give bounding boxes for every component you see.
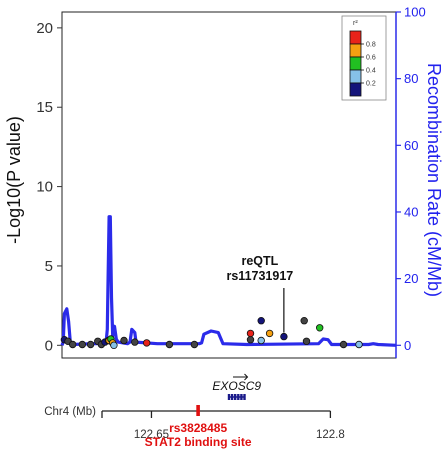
- gene-exon: [240, 394, 243, 400]
- marker-snp-label: rs3828485: [169, 421, 227, 435]
- chromosome-axis: Chr4 (Mb) 122.65 122.8: [44, 406, 345, 441]
- gene-exon: [243, 394, 246, 400]
- legend-box: [341, 15, 387, 101]
- right-tick-label: 0: [404, 338, 411, 353]
- snp-point: [355, 340, 363, 349]
- chromosome-label: Chr4 (Mb): [44, 406, 96, 418]
- left-tick-label: 15: [36, 99, 53, 116]
- legend-tick-label: 0.2: [366, 81, 376, 88]
- reqtl-snp-label: rs11731917: [226, 269, 293, 283]
- gene-name: EXOSC9: [212, 379, 261, 393]
- snp-point: [316, 324, 324, 332]
- right-tick-label: 80: [404, 71, 418, 86]
- legend-tick-label: 0.8: [366, 42, 376, 49]
- gene-exon: [234, 394, 237, 400]
- legend-swatch: [349, 30, 362, 45]
- snp-point: [302, 337, 311, 345]
- right-tick-label: 100: [404, 5, 426, 20]
- r2-legend: r² 0.8 0.6 0.4 0.2: [341, 15, 387, 101]
- left-tick-label: 10: [36, 179, 53, 196]
- snp-point: [280, 332, 288, 341]
- right-tick-label: 40: [404, 204, 418, 219]
- snp-points: [60, 317, 363, 349]
- legend-title: r²: [353, 20, 358, 27]
- left-tick-label: 20: [36, 20, 53, 37]
- legend-swatch: [349, 56, 362, 71]
- snp-point: [190, 340, 199, 349]
- marker-site-label: STAT2 binding site: [145, 435, 252, 449]
- left-tick-label: 0: [45, 337, 53, 354]
- legend-swatch: [349, 69, 362, 84]
- left-tick-label: 5: [45, 258, 53, 275]
- chromosome-tick-label: 122.65: [134, 429, 169, 441]
- reqtl-label: reQTL: [241, 254, 278, 268]
- right-y-axis: 0 20 40 60 80 100: [395, 5, 426, 358]
- snp-point: [257, 317, 265, 325]
- snp-point: [246, 336, 255, 344]
- snp-point: [142, 339, 151, 347]
- legend-swatch: [349, 43, 362, 58]
- snp-point: [246, 329, 255, 338]
- snp-point: [68, 340, 77, 349]
- legend-tick-label: 0.6: [366, 55, 376, 62]
- gene-track: EXOSC9: [212, 373, 261, 400]
- right-tick-label: 60: [404, 138, 418, 153]
- left-y-axis: 0 5 10 15 20: [36, 20, 62, 354]
- snp-point: [78, 340, 86, 349]
- snp-point: [131, 338, 139, 346]
- gene-exon: [237, 394, 240, 400]
- snp-point: [257, 336, 265, 345]
- snp-point: [339, 340, 348, 349]
- gene-exon: [227, 394, 231, 400]
- gene-direction-arrow: [244, 373, 249, 381]
- gene-exon: [230, 394, 234, 400]
- stat2-marker-bar: [196, 405, 200, 416]
- snp-point: [165, 340, 174, 349]
- right-axis-title: Recombination Rate (cM/Mb): [424, 63, 444, 297]
- left-axis-title: -Log10(P value): [4, 116, 24, 244]
- snp-point: [300, 317, 308, 325]
- snp-point: [120, 336, 128, 345]
- legend-swatch: [349, 82, 362, 97]
- snp-point: [110, 341, 118, 349]
- snp-point: [86, 340, 95, 349]
- reqtl-annotation: reQTL rs11731917: [226, 254, 293, 333]
- legend-tick-label: 0.4: [366, 68, 376, 75]
- right-tick-label: 20: [404, 271, 418, 286]
- chromosome-tick-label: 122.8: [316, 429, 345, 441]
- snp-point: [265, 329, 274, 338]
